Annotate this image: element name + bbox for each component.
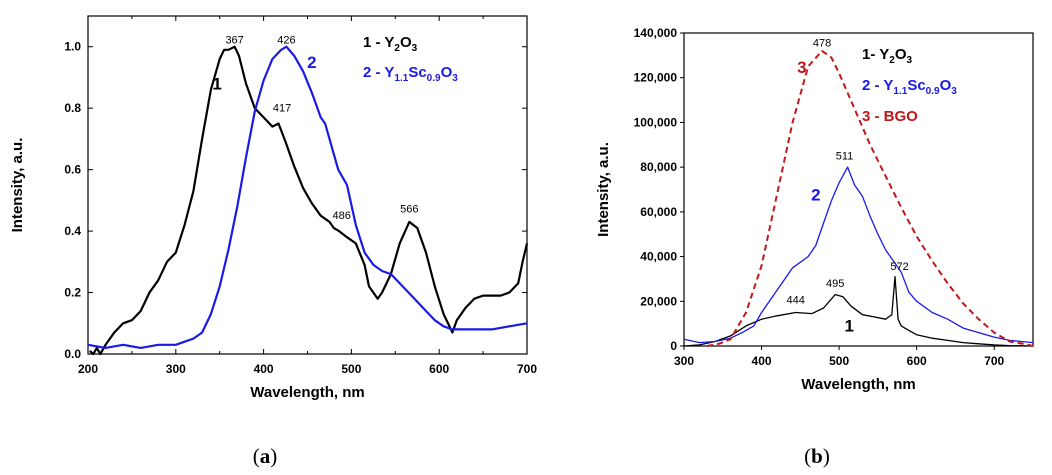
x-tick-label: 700: [984, 354, 1004, 368]
series-label: 2: [307, 53, 316, 72]
x-tick-label: 400: [752, 354, 772, 368]
y-tick-label: 0.6: [64, 163, 81, 177]
peak-label: 367: [225, 35, 243, 47]
legend-entry: 2 - Y1.1Sc0.9O3: [862, 77, 957, 97]
y-tick-label: 0: [670, 339, 677, 353]
series-label: 1: [844, 316, 853, 335]
peak-label: 478: [813, 37, 831, 49]
x-tick-label: 500: [341, 362, 361, 376]
y-tick-label: 140,000: [634, 26, 678, 40]
series-1-line: [89, 45, 529, 356]
x-tick-label: 300: [166, 362, 186, 376]
x-tick-label: 600: [429, 362, 449, 376]
legend-entry: 3 - BGO: [862, 108, 918, 125]
x-tick-label: 500: [829, 354, 849, 368]
peak-label: 444: [787, 295, 805, 307]
series-label: 1: [212, 75, 221, 94]
y-tick-label: 100,000: [634, 115, 678, 129]
legend-entry: 2 - Y1.1Sc0.9O3: [363, 64, 458, 84]
y-tick-label: 1.0: [64, 40, 81, 54]
legend-entry: 1 - Y2O3: [363, 34, 418, 54]
series-2-line: [683, 166, 1034, 344]
chart-panel-a: 200 300 400 500 600 700 0.0 0.2 0.4 0.6 0.8 1.0 Wave…: [9, 15, 537, 468]
plot-frame: [683, 32, 1034, 347]
x-tick-label: 600: [907, 354, 927, 368]
peak-label: 572: [890, 261, 908, 273]
peak-label: 426: [277, 35, 295, 47]
y-axis-title: Intensity, a.u.: [9, 138, 26, 233]
y-tick-label: 0.8: [64, 101, 81, 115]
series-3-line: [707, 49, 1034, 347]
peak-label: 486: [333, 210, 351, 222]
panel-label: (a): [253, 444, 278, 468]
y-tick-label: 0.2: [64, 286, 81, 300]
peak-label: 495: [826, 278, 844, 290]
chart-panel-b: 300 400 500 600 700 0 20,000 40,000 60,000 80,000…: [595, 26, 1034, 468]
peak-label: 417: [273, 102, 291, 114]
panel-label: (b): [804, 444, 830, 468]
x-axis-title: Wavelength, nm: [250, 384, 364, 401]
x-tick-label: 400: [254, 362, 274, 376]
x-axis-title: Wavelength, nm: [801, 376, 915, 393]
y-tick-label: 120,000: [634, 71, 678, 85]
y-tick-label: 20,000: [640, 294, 677, 308]
y-tick-label: 80,000: [640, 160, 677, 174]
series-label: 2: [811, 186, 820, 205]
peak-label: 566: [400, 204, 418, 216]
x-tick-label: 700: [517, 362, 537, 376]
y-tick-label: 0.0: [64, 347, 81, 361]
y-tick-label: 0.4: [64, 224, 81, 238]
series-label: 3: [797, 58, 806, 77]
peak-label: 511: [836, 150, 854, 162]
y-axis-title: Intensity, a.u.: [595, 142, 612, 237]
y-tick-label: 60,000: [640, 205, 677, 219]
series-2-line: [87, 45, 528, 349]
x-tick-label: 300: [674, 354, 694, 368]
x-tick-label: 200: [78, 362, 98, 376]
y-tick-label: 40,000: [640, 250, 677, 264]
legend-entry: 1- Y2O3: [862, 46, 912, 66]
